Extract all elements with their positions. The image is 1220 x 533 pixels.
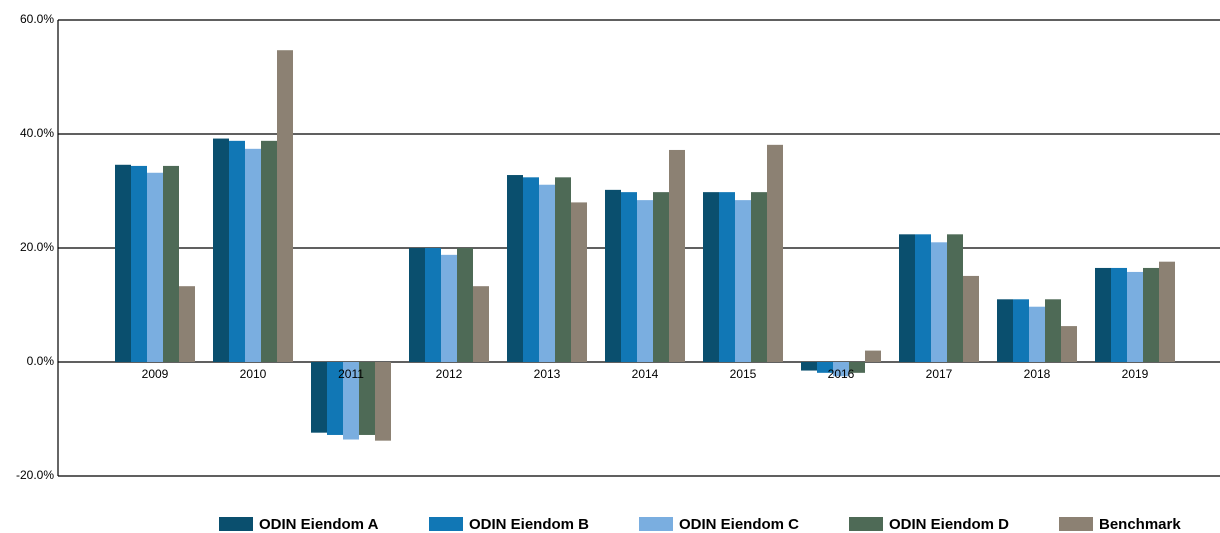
x-tick-label: 2016 (828, 367, 855, 381)
bar (801, 362, 817, 371)
x-tick-label: 2012 (436, 367, 463, 381)
legend-swatch (429, 517, 463, 531)
legend-swatch (639, 517, 673, 531)
y-tick-label: 20.0% (20, 240, 54, 254)
bar (327, 362, 343, 435)
legend-label: ODIN Eiendom B (469, 516, 589, 533)
bar (735, 200, 751, 362)
x-tick-label: 2010 (240, 367, 267, 381)
x-tick-label: 2009 (142, 367, 169, 381)
bar (931, 242, 947, 362)
x-tick-label: 2017 (926, 367, 953, 381)
bar (277, 50, 293, 363)
bar (899, 234, 915, 362)
bar (147, 172, 163, 362)
bar (1013, 299, 1029, 362)
bar (1045, 299, 1061, 362)
bar (833, 362, 849, 377)
bar (637, 200, 653, 362)
bar (997, 299, 1013, 362)
bar (375, 362, 391, 441)
x-tick-label: 2015 (730, 367, 757, 381)
bar (1111, 267, 1127, 362)
bar (703, 192, 719, 362)
bar (163, 165, 179, 362)
bar (865, 350, 881, 362)
bar (245, 148, 261, 362)
bar (261, 140, 277, 362)
legend-swatch (219, 517, 253, 531)
bar (571, 202, 587, 362)
bar (457, 248, 473, 362)
bar (1143, 267, 1159, 362)
legend-label: ODIN Eiendom D (889, 516, 1009, 533)
bar (1159, 261, 1175, 362)
x-tick-label: 2011 (338, 367, 364, 381)
bar (507, 175, 523, 362)
bar (213, 138, 229, 362)
legend-swatch (849, 517, 883, 531)
bar (441, 254, 457, 362)
legend-label: Benchmark (1099, 516, 1181, 533)
bar (719, 192, 735, 362)
bar (343, 362, 359, 440)
legend-label: ODIN Eiendom A (259, 516, 379, 533)
bar (555, 177, 571, 362)
y-tick-label: 40.0% (20, 126, 54, 140)
y-tick-label: -20.0% (16, 468, 54, 482)
bar (1029, 306, 1045, 362)
bar (947, 234, 963, 362)
x-tick-label: 2014 (632, 367, 659, 381)
bar (473, 286, 489, 362)
bar (539, 184, 555, 362)
x-tick-label: 2018 (1024, 367, 1051, 381)
bar (1095, 267, 1111, 362)
bar (1061, 326, 1077, 362)
bar (653, 192, 669, 362)
legend-swatch (1059, 517, 1093, 531)
bar (523, 177, 539, 362)
x-tick-label: 2019 (1122, 367, 1149, 381)
y-tick-label: 60.0% (20, 12, 54, 26)
bar (767, 144, 783, 362)
x-tick-label: 2013 (534, 367, 561, 381)
bar (409, 248, 425, 362)
bar (751, 192, 767, 362)
bar (669, 149, 685, 362)
bar (817, 362, 833, 373)
bar (115, 164, 131, 362)
bar (605, 189, 621, 362)
bar (311, 362, 327, 433)
y-tick-label: 0.0% (27, 354, 55, 368)
bar (229, 140, 245, 362)
bar (425, 248, 441, 362)
bar (179, 286, 195, 362)
bar (131, 165, 147, 362)
bar (1127, 271, 1143, 362)
bar (915, 234, 931, 362)
bar (849, 362, 865, 373)
bar (621, 192, 637, 362)
bar (359, 362, 375, 435)
bar (963, 275, 979, 362)
legend-label: ODIN Eiendom C (679, 516, 799, 533)
